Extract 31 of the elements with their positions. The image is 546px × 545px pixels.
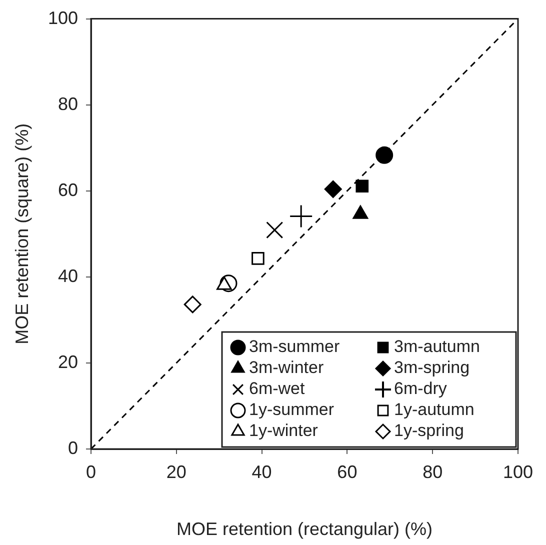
point xyxy=(290,205,312,228)
point xyxy=(324,180,342,198)
legend-label: 1y-winter xyxy=(249,421,318,440)
legend-label: 1y-spring xyxy=(394,421,464,440)
legend-label: 1y-autumn xyxy=(394,400,474,420)
x-axis-title: MOE retention (rectangular) (%) xyxy=(176,519,433,540)
y-tick-label: 80 xyxy=(58,94,78,114)
y-tick-label: 20 xyxy=(58,352,78,372)
y-tick-label: 100 xyxy=(48,8,78,28)
x-tick-label: 100 xyxy=(502,462,534,482)
legend-label: 6m-dry xyxy=(394,379,448,398)
legend-label: 3m-spring xyxy=(394,358,470,378)
legend-label: 6m-wet xyxy=(249,379,306,398)
legend-label: 3m-autumn xyxy=(394,337,480,356)
x-tick-label: 0 xyxy=(86,462,96,482)
point xyxy=(266,222,284,239)
point xyxy=(356,180,369,193)
x-tick-label: 80 xyxy=(422,462,443,482)
point xyxy=(252,252,264,265)
point xyxy=(376,146,394,164)
legend-label: 3m-winter xyxy=(249,358,324,378)
y-tick-label: 0 xyxy=(68,438,78,458)
y-tick-label: 40 xyxy=(58,266,78,286)
x-tick-label: 60 xyxy=(337,462,358,482)
x-tick-label: 20 xyxy=(166,462,186,482)
x-tick-label: 40 xyxy=(252,462,272,482)
legend-label: 1y-summer xyxy=(249,400,334,420)
point xyxy=(184,296,202,314)
y-tick-label: 60 xyxy=(58,180,78,200)
legend-label: 3m-summer xyxy=(249,337,340,356)
y-axis-title: MOE retention (square) (%) xyxy=(12,123,32,344)
